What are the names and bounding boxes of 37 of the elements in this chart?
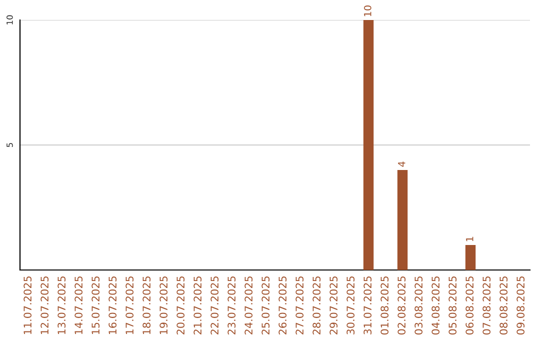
x-tick-label: 16.07.2025	[108, 276, 117, 334]
bar	[465, 245, 476, 270]
x-tick-label: 31.07.2025	[364, 276, 372, 334]
x-tick-label: 04.08.2025	[432, 276, 440, 335]
x-tick-label: 07.08.2025	[482, 276, 491, 335]
x-tick-label: 28.07.2025	[312, 276, 321, 334]
x-tick-label: 13.07.2025	[58, 276, 66, 334]
x-tick-label: 05.08.2025	[448, 276, 457, 335]
data-label: 10	[364, 5, 372, 16]
x-tick-label: 23.07.2025	[228, 276, 236, 334]
x-tick-label: 15.07.2025	[92, 276, 100, 334]
x-tick-label: 25.07.2025	[262, 276, 270, 334]
x-tick-label: 09.08.2025	[516, 276, 525, 335]
x-tick-label: 02.08.2025	[398, 276, 406, 335]
x-tick-label: 26.07.2025	[278, 276, 287, 334]
x-tick-label: 30.07.2025	[346, 276, 355, 334]
data-label: 4	[398, 162, 406, 167]
x-tick-label: 29.07.2025	[330, 276, 338, 334]
x-tick-label: 18.07.2025	[142, 276, 151, 334]
x-tick-label: 12.07.2025	[40, 276, 49, 334]
data-label: 1	[466, 236, 474, 242]
x-tick-label: 01.08.2025	[380, 276, 389, 335]
x-tick-label: 19.07.2025	[160, 276, 168, 334]
x-tick-label: 22.07.2025	[210, 276, 219, 334]
x-tick-label: 08.08.2025	[500, 276, 508, 335]
x-tick-label: 03.08.2025	[414, 276, 423, 335]
x-tick-label: 21.07.2025	[194, 276, 202, 334]
x-tick-label: 14.07.2025	[74, 276, 83, 334]
bar	[363, 20, 374, 270]
y-tick-label: 5	[6, 143, 13, 148]
x-tick-label: 27.07.2025	[296, 276, 304, 334]
x-tick-label: 06.08.2025	[466, 276, 474, 335]
x-tick-label: 24.07.2025	[244, 276, 253, 334]
x-tick-label: 20.07.2025	[176, 276, 185, 334]
x-tick-label: 17.07.2025	[126, 276, 134, 334]
bar	[397, 170, 408, 270]
x-tick-label: 11.07.2025	[24, 276, 32, 334]
